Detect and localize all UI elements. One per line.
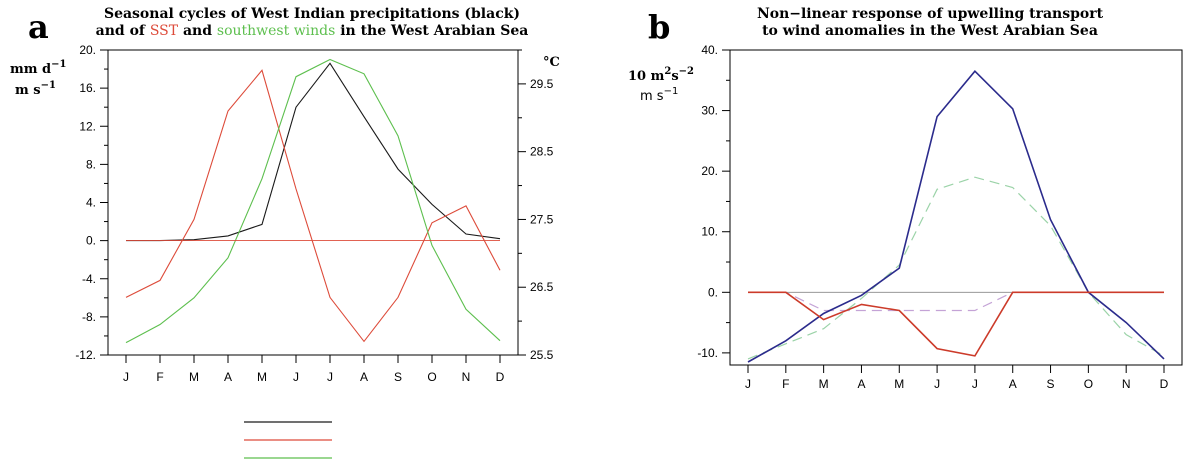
panel-a-legend: [244, 421, 332, 459]
sst-series-line: [125, 69, 501, 343]
panel-b-letter: b: [648, 8, 670, 46]
x-tick-label: A: [857, 377, 865, 391]
x-tick-label: J: [972, 377, 978, 391]
x-tick-label: J: [123, 370, 129, 384]
x-tick-label: A: [1009, 377, 1017, 391]
y-right-tick-label: 29.5: [530, 77, 554, 91]
y-tick-label: 30.: [701, 104, 718, 118]
x-tick-label: N: [1122, 377, 1131, 391]
y-left-tick-label: 12.: [79, 119, 96, 133]
y-left-tick-label: 4.: [86, 196, 96, 210]
x-tick-label: F: [156, 370, 163, 384]
anomaly-series-line: [748, 291, 1164, 312]
x-tick-label: J: [327, 370, 333, 384]
x-tick-label: D: [1160, 377, 1169, 391]
x-tick-label: S: [1047, 377, 1055, 391]
y-left-tick-label: 20.: [79, 43, 96, 57]
x-tick-label: S: [394, 370, 402, 384]
panel-a-right-unit: °C: [543, 55, 560, 70]
x-tick-label: M: [894, 377, 904, 391]
panel-a-plot-frame: [107, 49, 519, 356]
panel-a-plot: J F M A M J J A S O N D -12. -8. -4. 0. 4. 8. 12. 16. 20. 25.…: [75, 43, 553, 384]
winds-title-word: southwest winds: [217, 23, 335, 39]
x-tick-label: D: [496, 370, 505, 384]
wind-series-line: [125, 58, 501, 344]
y-left-tick-label: 16.: [79, 81, 96, 95]
x-tick-label: M: [819, 377, 829, 391]
y-tick-label: -10.: [697, 346, 718, 360]
x-tick-label: J: [745, 377, 751, 391]
y-right-tick-label: 25.5: [530, 348, 554, 362]
panel-b-title-line1: Non−linear response of upwelling transpo…: [757, 6, 1104, 22]
panel-b-plot: J F M A M J J A S O N D -10. 0. 10. 20. 30. 40.: [697, 43, 1168, 391]
x-tick-label: F: [782, 377, 789, 391]
y-left-tick-label: -4.: [82, 272, 96, 286]
x-tick-label: O: [427, 370, 436, 384]
x-tick-label: J: [934, 377, 940, 391]
y-left-tick-label: -12.: [75, 348, 96, 362]
x-tick-label: A: [360, 370, 368, 384]
y-left-tick-label: 8.: [86, 157, 96, 171]
panel-b-unit-wind: m s−1: [640, 86, 678, 104]
x-tick-label: M: [257, 370, 267, 384]
y-tick-label: 0.: [708, 285, 718, 299]
panel-a-title-line1: Seasonal cycles of West Indian precipita…: [104, 6, 520, 22]
y-tick-label: 10.: [701, 225, 718, 239]
panel-a-letter: a: [28, 8, 49, 46]
x-tick-label: A: [224, 370, 232, 384]
linear-response-series-line: [747, 176, 1165, 360]
panel-b-unit-transport: 10 m2s−2: [628, 66, 694, 84]
panel-a-left-unit-wind: m s−1: [15, 80, 56, 98]
y-tick-label: 40.: [701, 43, 718, 57]
y-left-tick-label: -8.: [82, 310, 96, 324]
precip-series-line: [126, 62, 501, 242]
y-left-tick-label: 0.: [86, 234, 96, 248]
y-right-tick-label: 26.5: [530, 280, 554, 294]
panel-a-title-line2: and of SST and southwest winds in the We…: [96, 23, 529, 39]
sst-title-word: SST: [150, 23, 179, 39]
x-tick-label: N: [462, 370, 471, 384]
x-tick-label: J: [293, 370, 299, 384]
panel-b-plot-frame: [729, 49, 1183, 366]
transport-series-line: [747, 70, 1165, 363]
y-right-tick-label: 27.5: [530, 212, 554, 226]
y-right-tick-label: 28.5: [530, 145, 554, 159]
y-tick-label: 20.: [701, 164, 718, 178]
nonlinear-series-line: [748, 291, 1164, 357]
panel-b-title-line2: to wind anomalies in the West Arabian Se…: [762, 23, 1098, 39]
x-tick-label: M: [189, 370, 199, 384]
panel-a-left-unit-precip: mm d−1: [10, 59, 66, 77]
x-tick-label: O: [1084, 377, 1093, 391]
